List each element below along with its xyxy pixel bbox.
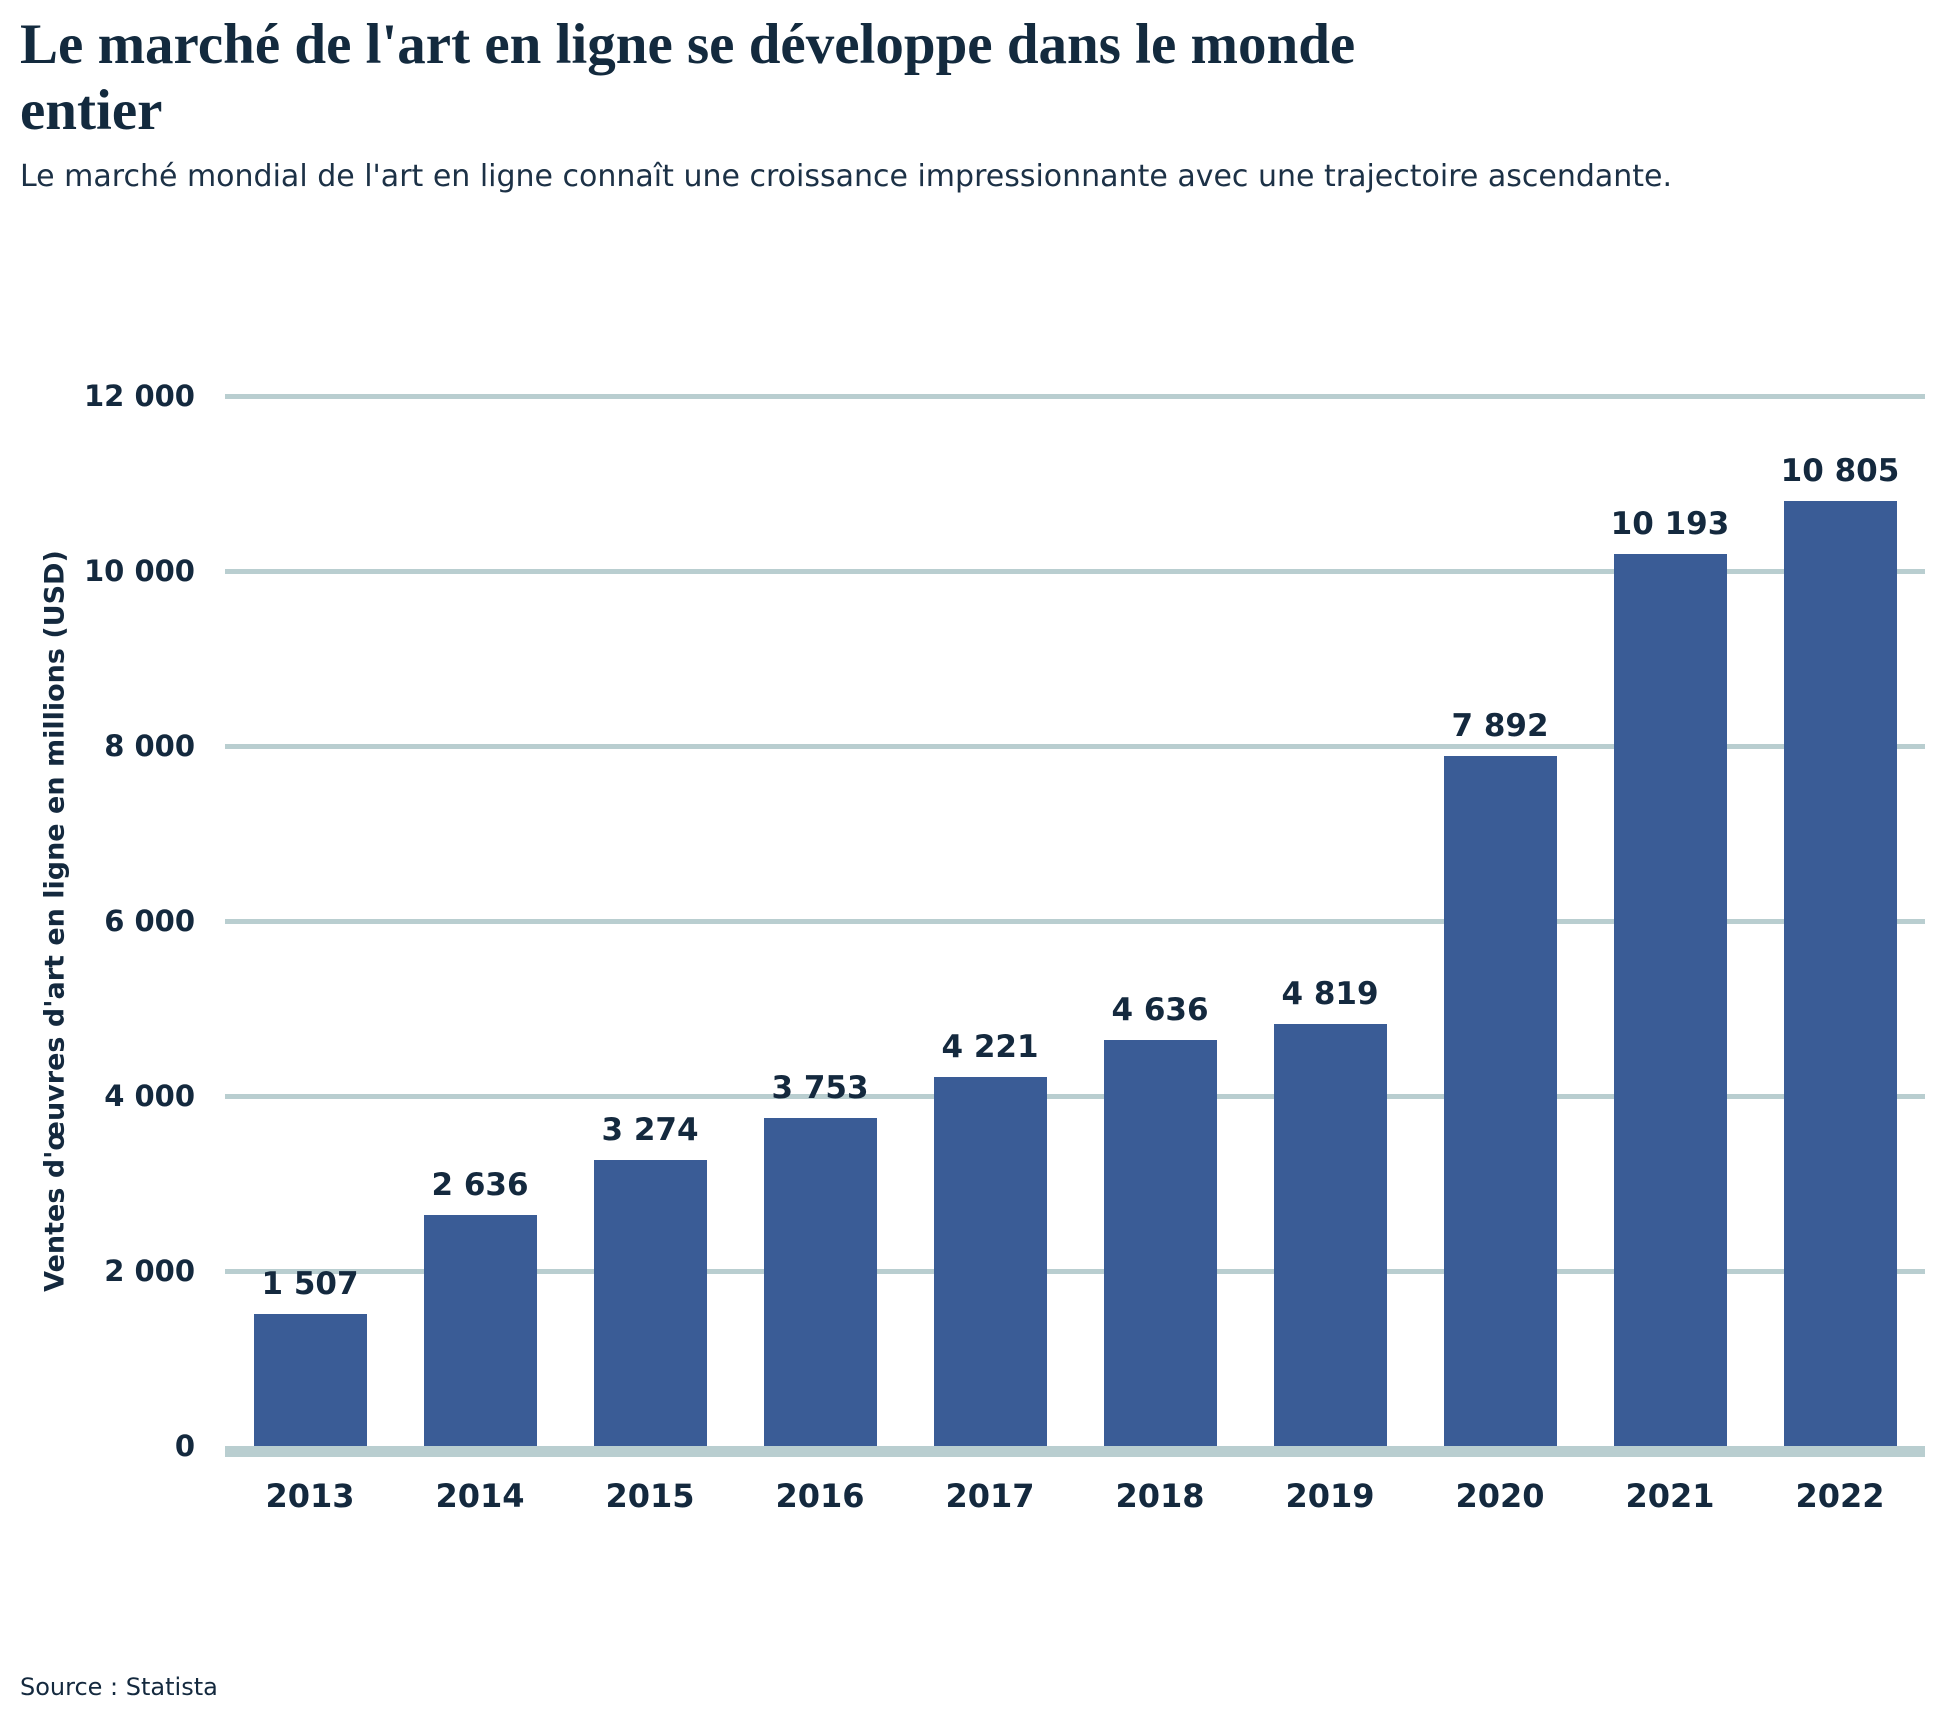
- bar-value-label-2014: 2 636: [431, 1167, 529, 1204]
- bar-2017: 4 221: [933, 1029, 1047, 1447]
- bar-value-label-2017: 4 221: [941, 1028, 1039, 1065]
- y-axis-tick-labels: 0 2 000 4 000 6 000 8 000 10 000 12 000: [84, 379, 225, 1463]
- bar-column-2013: 1 507: [225, 396, 395, 1447]
- source-note: Source : Statista: [20, 1673, 218, 1702]
- page-subtitle: Le marché mondial de l'art en ligne conn…: [20, 159, 1673, 195]
- y-tick-label-10000: 10 000: [84, 554, 195, 589]
- y-tick-label-4000: 4 000: [104, 1079, 195, 1114]
- y-tick-label-12000: 12 000: [84, 379, 195, 414]
- bar-2013: 1 507: [253, 1266, 367, 1447]
- bar-column-2018: 4 636: [1075, 396, 1245, 1447]
- bar-value-label-2020: 7 892: [1451, 707, 1549, 744]
- bars-container: 1 507 2 636 3 274 3 753 4 221 4 636 4 819 7 892…: [225, 396, 1925, 1447]
- bar-chart: Ventes d'œuvres d'art en ligne en millio…: [20, 379, 1925, 1515]
- bar-column-2015: 3 274: [565, 396, 735, 1447]
- gridline-12000: [225, 393, 1925, 399]
- x-tick-label-2016: 2016: [775, 1477, 865, 1516]
- gridline-4000: [225, 1093, 1925, 1099]
- bar-2019: 4 819: [1273, 976, 1387, 1447]
- bar-value-label-2021: 10 193: [1610, 506, 1730, 543]
- x-tick-label-2020: 2020: [1455, 1477, 1545, 1516]
- bar-value-label-2022: 10 805: [1780, 452, 1900, 489]
- gridline-6000: [225, 918, 1925, 924]
- bar-value-label-2016: 3 753: [771, 1069, 869, 1106]
- bar-2018: 4 636: [1103, 992, 1217, 1447]
- x-axis-baseline: [225, 1446, 1925, 1458]
- x-tick-label-2017: 2017: [945, 1477, 1035, 1516]
- page-title-line-1: Le marché de l'art en ligne se développe…: [20, 13, 1356, 76]
- bar-column-2021: 10 193: [1585, 396, 1755, 1447]
- y-tick-label-8000: 8 000: [104, 729, 195, 764]
- x-tick-label-2019: 2019: [1285, 1477, 1375, 1516]
- x-tick-label-2022: 2022: [1795, 1477, 1885, 1516]
- bar-column-2019: 4 819: [1245, 396, 1415, 1447]
- x-tick-label-2015: 2015: [605, 1477, 695, 1516]
- bar-value-label-2019: 4 819: [1281, 976, 1379, 1013]
- x-tick-label-2018: 2018: [1115, 1477, 1205, 1516]
- y-axis-title-column: Ventes d'œuvres d'art en ligne en millio…: [20, 396, 90, 1446]
- bar-2021: 10 193: [1611, 506, 1729, 1447]
- y-tick-label-2000: 2 000: [104, 1254, 195, 1289]
- bar-2022: 10 805: [1781, 453, 1899, 1447]
- y-tick-label-6000: 6 000: [104, 904, 195, 939]
- bar-column-2016: 3 753: [735, 396, 905, 1447]
- x-axis-tick-labels: 2013 2014 2015 2016 2017 2018 2019 2020 2021 2022: [225, 1477, 1925, 1515]
- plot-area: 1 507 2 636 3 274 3 753 4 221 4 636 4 819 7 892…: [225, 393, 1925, 1447]
- bar-2016: 3 753: [763, 1070, 877, 1447]
- page-title: Le marché de l'art en ligne se développe…: [20, 12, 1925, 143]
- bar-2020: 7 892: [1443, 708, 1557, 1447]
- bar-column-2020: 7 892: [1415, 396, 1585, 1447]
- x-tick-label-2021: 2021: [1625, 1477, 1715, 1516]
- x-tick-label-2014: 2014: [435, 1477, 525, 1516]
- bar-2014: 2 636: [423, 1167, 537, 1447]
- bar-column-2014: 2 636: [395, 396, 565, 1447]
- bar-value-label-2018: 4 636: [1111, 992, 1209, 1029]
- y-tick-label-0: 0: [174, 1429, 195, 1464]
- gridline-10000: [225, 568, 1925, 574]
- y-axis-title: Ventes d'œuvres d'art en ligne en millio…: [39, 550, 71, 1292]
- page-title-line-2: entier: [20, 78, 163, 142]
- x-tick-label-2013: 2013: [265, 1477, 355, 1516]
- plot-column: 1 507 2 636 3 274 3 753 4 221 4 636 4 819 7 892…: [225, 393, 1925, 1515]
- gridline-2000: [225, 1268, 1925, 1274]
- gridline-8000: [225, 743, 1925, 749]
- bar-column-2022: 10 805: [1755, 396, 1925, 1447]
- bar-value-label-2015: 3 274: [601, 1111, 699, 1148]
- bar-value-label-2013: 1 507: [261, 1266, 359, 1303]
- bar-2015: 3 274: [593, 1112, 707, 1447]
- bar-column-2017: 4 221: [905, 396, 1075, 1447]
